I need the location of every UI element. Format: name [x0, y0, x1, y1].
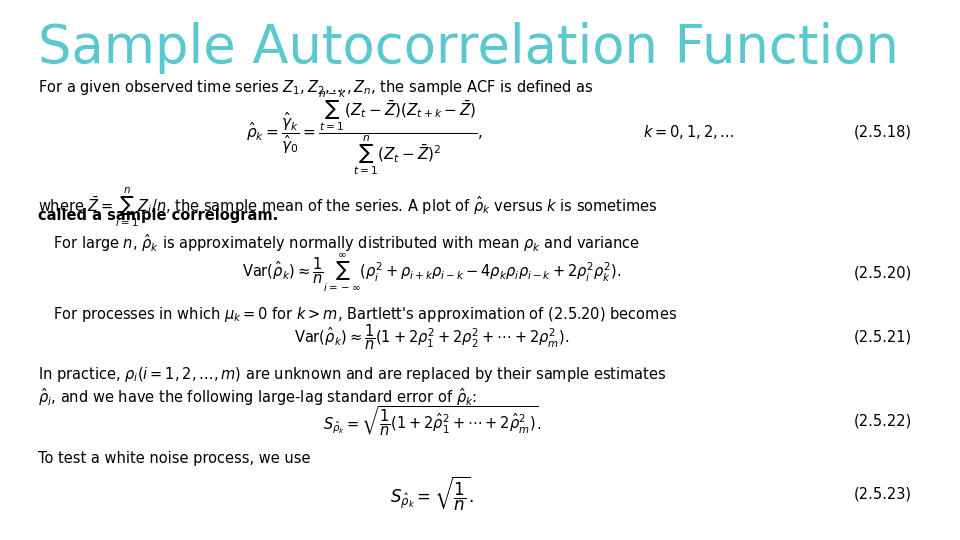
- Text: For large $n$, $\hat{\rho}_k$ is approximately normally distributed with mean $\: For large $n$, $\hat{\rho}_k$ is approxi…: [53, 232, 640, 254]
- Text: (2.5.22): (2.5.22): [853, 414, 912, 429]
- Text: (2.5.21): (2.5.21): [853, 330, 912, 345]
- Text: For processes in which $\mu_k = 0$ for $k > m$, Bartlett's approximation of (2.5: For processes in which $\mu_k = 0$ for $…: [53, 305, 677, 324]
- Text: (2.5.18): (2.5.18): [854, 125, 912, 140]
- Text: $\hat{\rho}_k = \dfrac{\hat{\gamma}_k}{\hat{\gamma}_0} = \dfrac{\sum_{t=1}^{n-k}: $\hat{\rho}_k = \dfrac{\hat{\gamma}_k}{\…: [246, 87, 484, 177]
- Text: $\mathrm{Var}(\hat{\rho}_k) \approx \dfrac{1}{n}\sum_{i=-\infty}^{\infty}(\rho_i: $\mathrm{Var}(\hat{\rho}_k) \approx \dfr…: [242, 252, 622, 294]
- Text: $k = 0, 1, 2, \ldots$: $k = 0, 1, 2, \ldots$: [643, 123, 735, 141]
- Text: To test a white noise process, we use: To test a white noise process, we use: [38, 451, 311, 466]
- Text: $\mathrm{Var}(\hat{\rho}_k) \approx \dfrac{1}{n}(1 + 2\rho_1^2 + 2\rho_2^2 + \cd: $\mathrm{Var}(\hat{\rho}_k) \approx \dfr…: [295, 323, 569, 352]
- Text: (2.5.20): (2.5.20): [853, 265, 912, 280]
- Text: $S_{\hat{\rho}_k} = \sqrt{\dfrac{1}{n}}.$: $S_{\hat{\rho}_k} = \sqrt{\dfrac{1}{n}}.…: [390, 475, 474, 514]
- Text: For a given observed time series $Z_1, Z_2, \ldots, Z_n$, the sample ACF is defi: For a given observed time series $Z_1, Z…: [38, 78, 594, 97]
- Text: In practice, $\rho_i (i = 1, 2, \ldots, m)$ are unknown and are replaced by thei: In practice, $\rho_i (i = 1, 2, \ldots, …: [38, 364, 667, 383]
- Text: called a sample correlogram.: called a sample correlogram.: [38, 208, 278, 223]
- Text: $S_{\hat{\rho}_k} = \sqrt{\dfrac{1}{n}(1 + 2\hat{\rho}_1^2 + \cdots + 2\hat{\rho: $S_{\hat{\rho}_k} = \sqrt{\dfrac{1}{n}(1…: [323, 404, 541, 438]
- Text: $\hat{\rho}_i$, and we have the following large-lag standard error of $\hat{\rho: $\hat{\rho}_i$, and we have the followin…: [38, 386, 477, 408]
- Text: (2.5.23): (2.5.23): [854, 487, 912, 502]
- Text: Sample Autocorrelation Function: Sample Autocorrelation Function: [38, 22, 900, 73]
- Text: where $\bar{Z} = \sum_{i=1}^{n} Z_i/n$, the sample mean of the series. A plot of: where $\bar{Z} = \sum_{i=1}^{n} Z_i/n$, …: [38, 186, 659, 230]
